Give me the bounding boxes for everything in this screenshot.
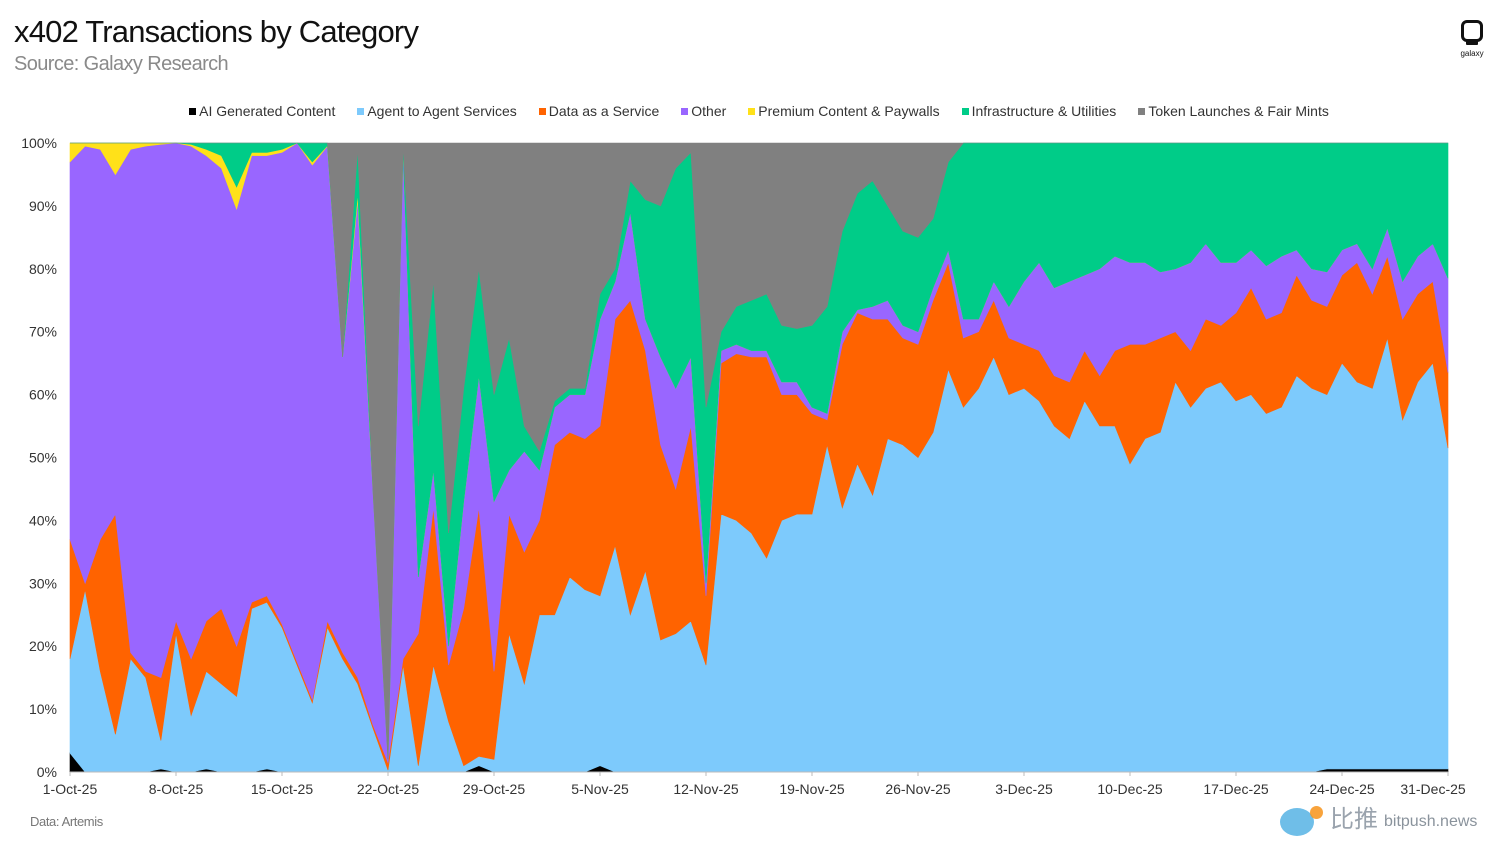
legend-swatch [748, 107, 756, 115]
legend-swatch [189, 107, 197, 115]
x-tick-label: 12-Nov-25 [673, 781, 739, 797]
chart-legend: AI Generated Content Agent to Agent Servi… [0, 103, 1500, 119]
watermark-cn: 比推 [1330, 806, 1378, 833]
x-tick-label: 19-Nov-25 [779, 781, 845, 797]
legend-label: Agent to Agent Services [367, 103, 517, 119]
legend-item: AI Generated Content [189, 103, 335, 119]
legend-label: AI Generated Content [199, 103, 336, 119]
y-tick-label: 40% [29, 512, 57, 528]
legend-item: Other [681, 103, 726, 119]
y-tick-label: 100% [21, 135, 57, 151]
x-tick-label: 1-Oct-25 [43, 781, 98, 797]
x-tick-label: 8-Oct-25 [149, 781, 204, 797]
bird-logo-icon [1280, 808, 1314, 836]
legend-label: Infrastructure & Utilities [971, 103, 1117, 119]
chart-title: x402 Transactions by Category [14, 14, 419, 49]
legend-label: Token Launches & Fair Mints [1148, 103, 1329, 119]
legend-item: Data as a Service [538, 103, 660, 119]
x-tick-label: 26-Nov-25 [885, 781, 951, 797]
y-tick-label: 70% [29, 324, 57, 340]
y-tick-label: 0% [37, 764, 57, 780]
galaxy-logo: galaxy [1452, 20, 1492, 58]
y-tick-label: 30% [29, 575, 57, 591]
legend-item: Agent to Agent Services [357, 103, 517, 119]
x-tick-label: 17-Dec-25 [1203, 781, 1269, 797]
x-tick-label: 15-Oct-25 [251, 781, 313, 797]
bitpush-watermark: 比推 bitpush.news [1280, 804, 1495, 840]
watermark-en: bitpush.news [1384, 813, 1478, 830]
legend-label: Premium Content & Paywalls [758, 103, 940, 119]
legend-swatch [961, 107, 969, 115]
x-tick-label: 29-Oct-25 [463, 781, 525, 797]
bitcoin-icon [1310, 806, 1323, 819]
galaxy-logo-icon [1461, 20, 1483, 45]
y-tick-label: 80% [29, 261, 57, 277]
y-tick-label: 10% [29, 701, 57, 717]
x-tick-label: 10-Dec-25 [1097, 781, 1163, 797]
galaxy-logo-text: galaxy [1460, 49, 1484, 58]
legend-item: Premium Content & Paywalls [748, 103, 940, 119]
legend-swatch [538, 107, 546, 115]
y-tick-label: 90% [29, 198, 57, 214]
legend-swatch [357, 107, 365, 115]
y-tick-label: 60% [29, 387, 57, 403]
data-source-note: Data: Artemis [30, 814, 103, 829]
y-tick-label: 20% [29, 638, 57, 654]
x-tick-label: 31-Dec-25 [1400, 781, 1466, 797]
legend-swatch [681, 107, 689, 115]
legend-label: Other [691, 103, 727, 119]
x-tick-label: 24-Dec-25 [1309, 781, 1375, 797]
x-tick-label: 5-Nov-25 [571, 781, 629, 797]
legend-swatch [1138, 107, 1146, 115]
area-token-launches-fair-mints [70, 142, 1448, 760]
legend-label: Data as a Service [548, 103, 660, 119]
x-tick-label: 3-Dec-25 [995, 781, 1053, 797]
legend-item: Infrastructure & Utilities [961, 103, 1117, 119]
chart-subtitle: Source: Galaxy Research [14, 53, 229, 75]
y-tick-label: 50% [29, 450, 57, 466]
x-tick-label: 22-Oct-25 [357, 781, 419, 797]
legend-item: Token Launches & Fair Mints [1138, 103, 1329, 119]
